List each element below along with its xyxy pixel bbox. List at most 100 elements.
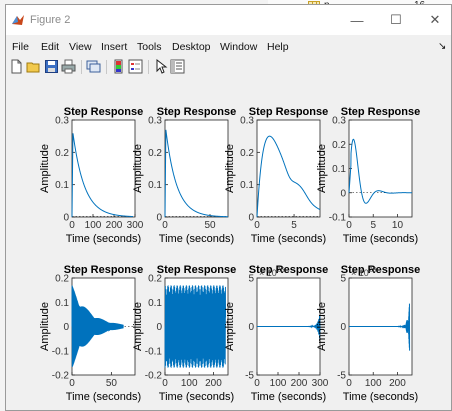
- x-tick-label: 0: [69, 378, 75, 389]
- y-tick-label: 0: [156, 322, 162, 333]
- y-tick-label: 0: [340, 188, 346, 199]
- response-curve: [349, 303, 411, 351]
- axes-title: Step Response: [249, 264, 328, 276]
- subplot-2: Step Response 0 0.1 0.2 0.3 0 50 Time (seconds)…: [132, 106, 236, 245]
- open-file-icon[interactable]: [26, 59, 41, 74]
- y-tick-label: 0: [248, 322, 254, 333]
- y-tick-label: 0: [156, 213, 162, 224]
- menu-desktop[interactable]: Desktop: [172, 41, 211, 53]
- y-tick-label: 0.1: [55, 180, 69, 191]
- axes-title: Step Response: [157, 264, 236, 276]
- y-tick-label: -5: [337, 371, 346, 382]
- axes-box: [164, 119, 229, 218]
- figure-canvas: Step Response 0 0.1 0.2 0.3 0 100 200 300 Time (s…: [6, 78, 451, 410]
- menu-window[interactable]: Window: [220, 41, 258, 53]
- y-axis-label: Amplitude: [316, 144, 328, 193]
- x-tick-label: 10: [392, 220, 404, 231]
- response-curve: [256, 135, 321, 218]
- menu-view[interactable]: View: [69, 41, 92, 53]
- x-tick-label: 0: [162, 220, 168, 231]
- response-curve: [164, 129, 228, 218]
- y-tick-label: 0.1: [332, 164, 346, 175]
- link-icon[interactable]: [86, 59, 101, 74]
- y-tick-label: 0.2: [240, 148, 254, 159]
- y-tick-label: 0.2: [332, 140, 346, 151]
- y-tick-label: -0.1: [145, 346, 163, 357]
- y-tick-label: -0.1: [329, 213, 347, 224]
- minimize-button[interactable]: —: [350, 12, 364, 28]
- x-tick-label: 300: [312, 378, 329, 389]
- new-figure-icon[interactable]: [9, 59, 24, 74]
- response-curve: [257, 315, 321, 339]
- x-tick-label: 5: [291, 220, 297, 231]
- subplot-1: Step Response 0 0.1 0.2 0.3 0 100 200 300 Time (s…: [39, 106, 144, 245]
- axes-exponent-power: 25: [277, 267, 285, 274]
- axes-title: Step Response: [64, 106, 143, 118]
- legend-icon[interactable]: [128, 59, 143, 74]
- response-curve: [71, 285, 124, 367]
- y-tick-label: 0.3: [55, 116, 69, 127]
- menu-dock-arrow[interactable]: ↘: [438, 41, 447, 52]
- menu-insert[interactable]: Insert: [101, 41, 128, 53]
- matlab-logo-icon: [11, 13, 25, 27]
- axes-title: Step Response: [249, 106, 328, 118]
- property-inspector-icon[interactable]: [170, 59, 185, 74]
- x-tick-label: 200: [291, 378, 308, 389]
- y-axis-label: Amplitude: [39, 144, 51, 193]
- y-tick-label: -0.2: [145, 371, 163, 382]
- axes-title: Step Response: [157, 106, 236, 118]
- x-tick-label: 200: [205, 378, 222, 389]
- y-tick-label: -0.2: [52, 371, 70, 382]
- x-tick-label: 50: [106, 378, 118, 389]
- title-bar[interactable]: Figure 2 — ☐ ✕: [6, 5, 451, 35]
- x-tick-label: 0: [346, 378, 352, 389]
- menu-file[interactable]: File: [12, 41, 29, 53]
- response-curve: [348, 138, 412, 204]
- y-tick-label: -0.1: [52, 346, 70, 357]
- x-tick-label: 200: [106, 220, 123, 231]
- axes-title: Step Response: [341, 106, 420, 118]
- menu-tools[interactable]: Tools: [137, 41, 162, 53]
- x-axis-label: Time (seconds): [251, 233, 326, 245]
- y-tick-label: 5: [248, 274, 254, 285]
- y-tick-label: -5: [245, 371, 254, 382]
- axes-title: Step Response: [64, 264, 143, 276]
- window-title: Figure 2: [30, 14, 71, 26]
- y-axis-label: Amplitude: [224, 144, 236, 193]
- response-curve: [164, 285, 227, 368]
- y-tick-label: 0.2: [148, 274, 162, 285]
- x-tick-label: 100: [365, 378, 382, 389]
- y-tick-label: 0.3: [332, 116, 346, 127]
- close-button[interactable]: ✕: [429, 12, 441, 27]
- print-icon[interactable]: [61, 59, 76, 74]
- x-tick-label: 0: [162, 378, 168, 389]
- menu-help[interactable]: Help: [267, 41, 289, 53]
- menu-edit[interactable]: Edit: [41, 41, 60, 53]
- x-axis-label: Time (seconds): [66, 233, 141, 245]
- axes-exponent-power: 29: [369, 267, 377, 274]
- x-tick-label: 0: [254, 220, 260, 231]
- y-tick-label: 0: [63, 213, 69, 224]
- y-axis-label: Amplitude: [39, 302, 51, 351]
- y-tick-label: 0.2: [55, 274, 69, 285]
- x-tick-label: 50: [204, 220, 216, 231]
- x-tick-label: 300: [127, 220, 144, 231]
- pointer-icon[interactable]: [153, 59, 168, 74]
- axes-exponent-label: × 1025: [259, 267, 285, 278]
- y-tick-label: 0: [248, 213, 254, 224]
- y-tick-label: 0.1: [148, 180, 162, 191]
- x-tick-label: 0: [346, 220, 352, 231]
- maximize-button[interactable]: ☐: [390, 12, 402, 27]
- y-tick-label: 0.2: [148, 148, 162, 159]
- axes-exponent-label: × 1029: [351, 267, 377, 278]
- axes-box: [71, 119, 136, 218]
- save-icon[interactable]: [44, 59, 59, 74]
- y-tick-label: 5: [340, 274, 346, 285]
- colorbar-icon[interactable]: [111, 59, 126, 74]
- x-axis-label: Time (seconds): [343, 391, 418, 403]
- x-axis-label: Time (seconds): [159, 233, 234, 245]
- toolbar: [6, 56, 451, 79]
